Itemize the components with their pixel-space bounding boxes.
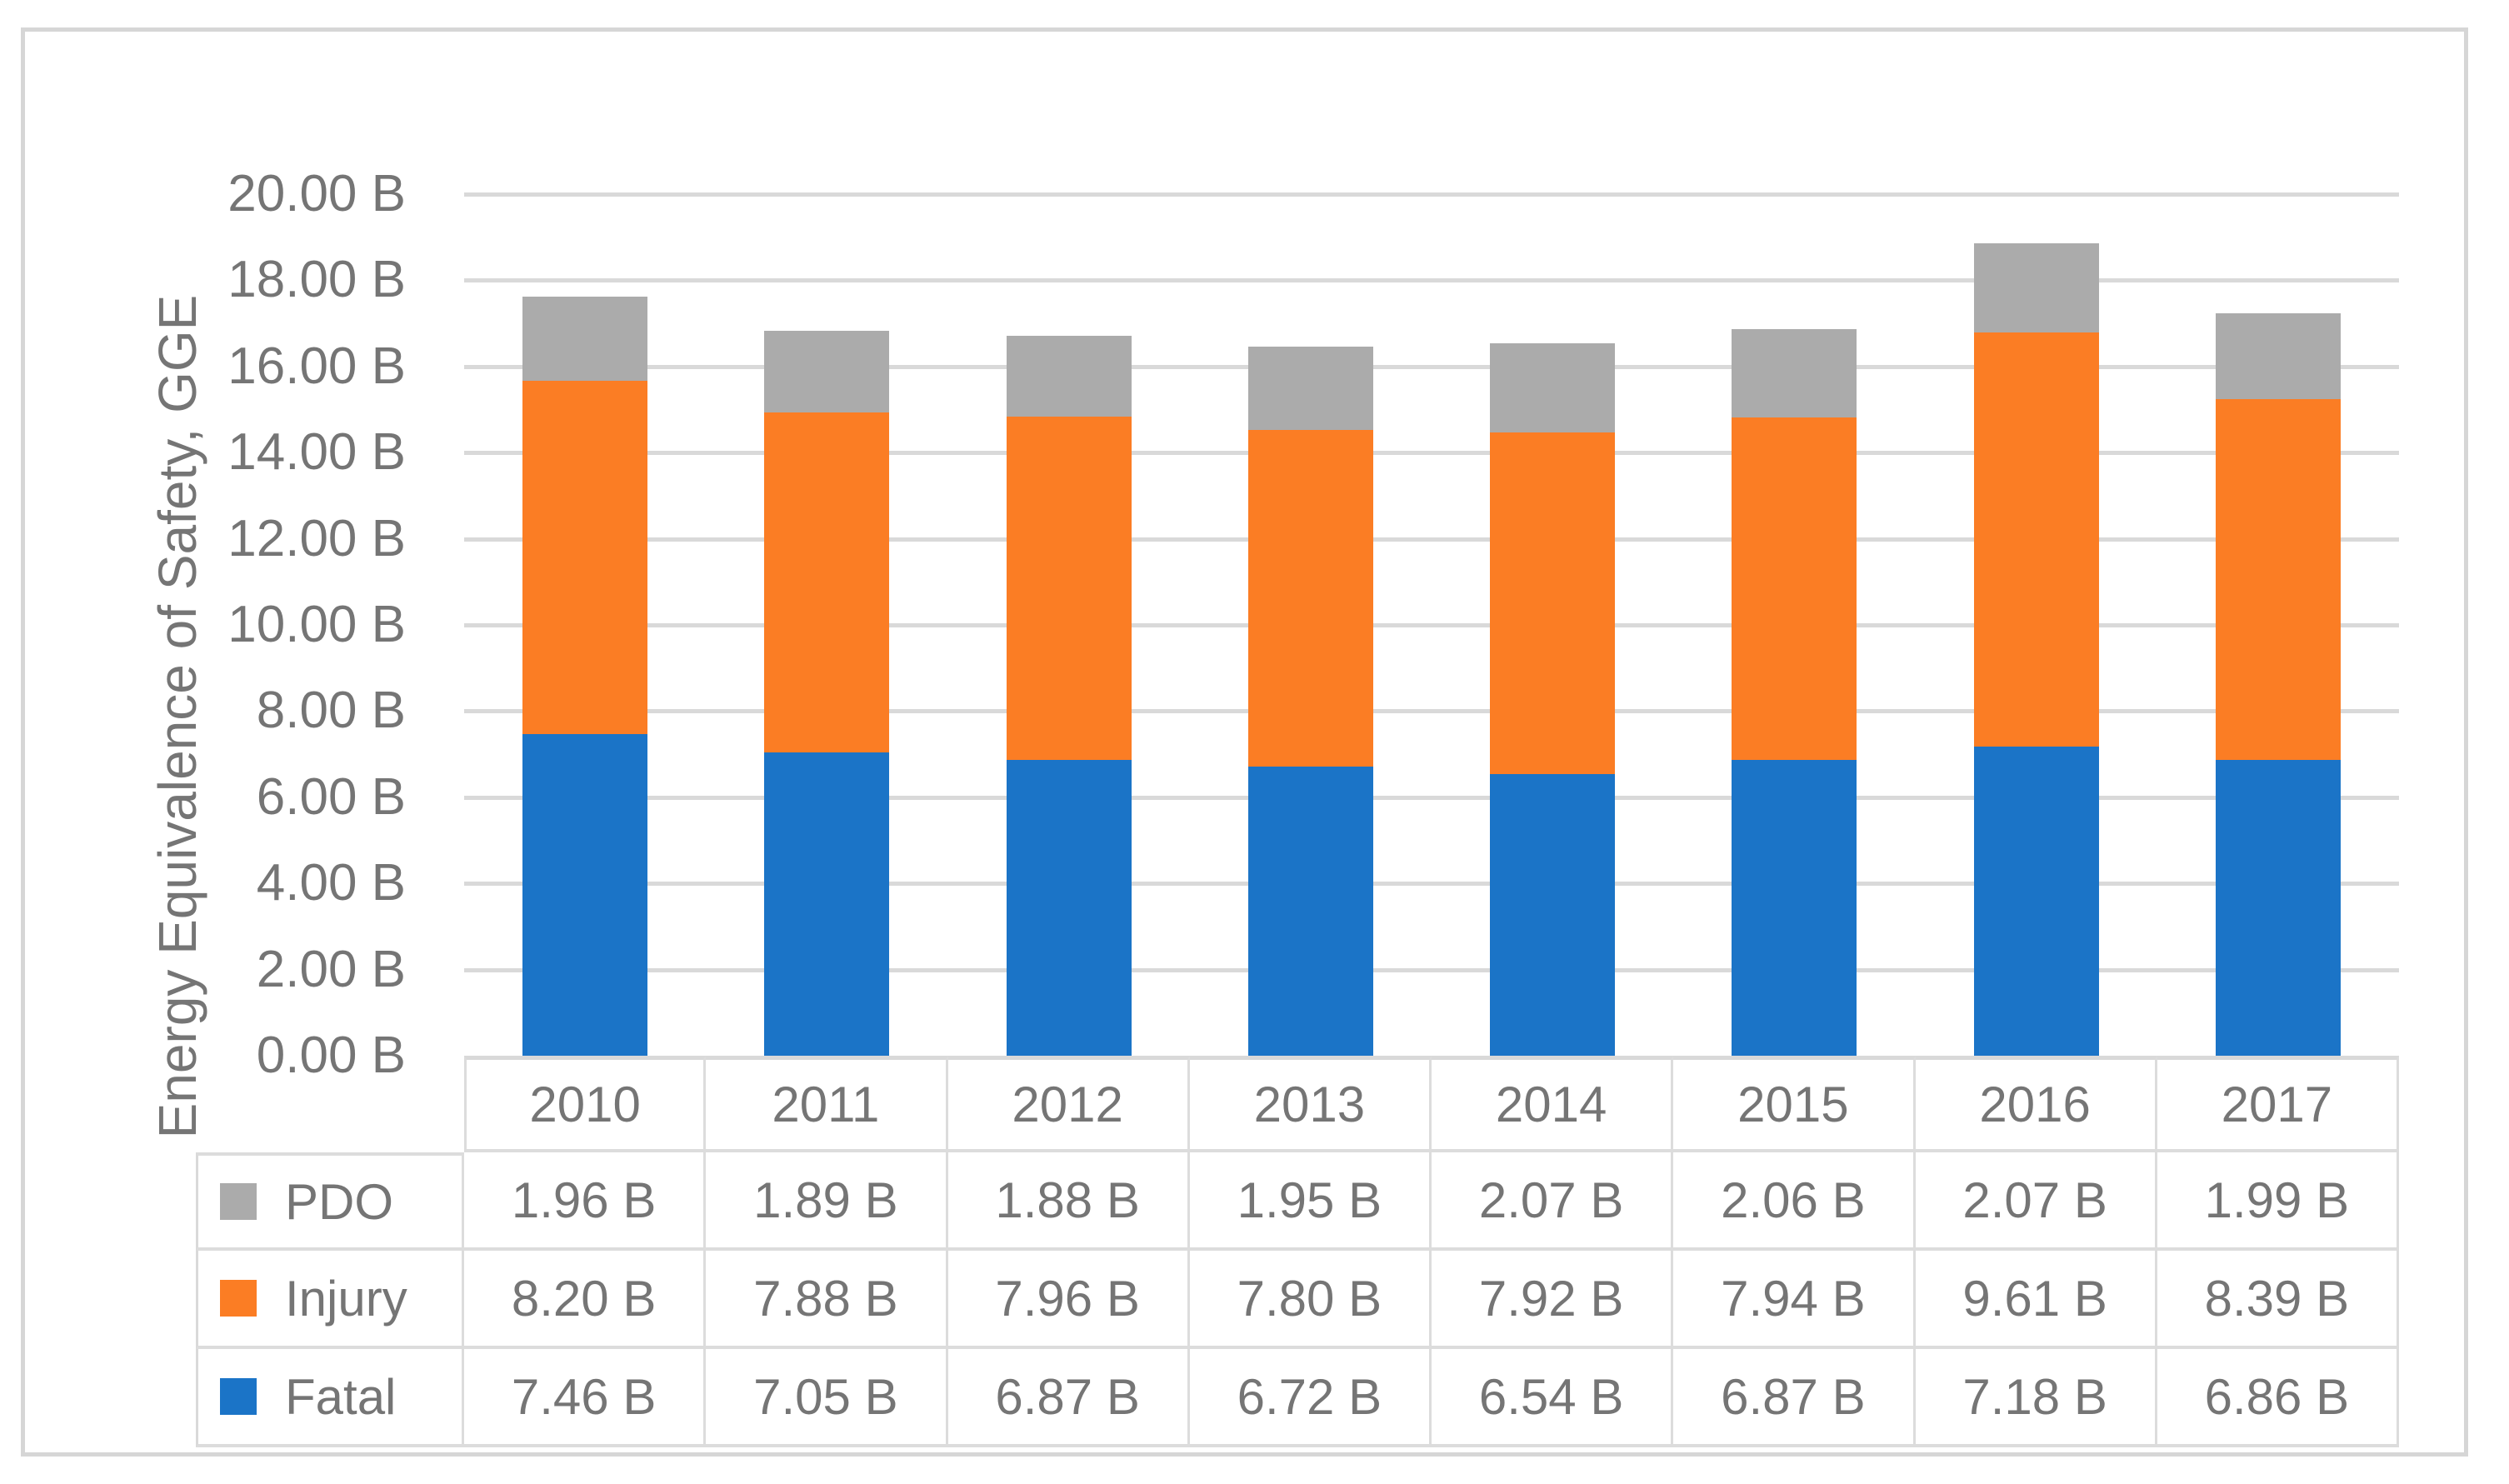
value-cell-pdo-2012: 1.88 B [947, 1152, 1190, 1251]
bar-segment-fatal-2010 [522, 734, 648, 1056]
gridline [464, 967, 2399, 972]
bar-segment-fatal-2014 [1490, 773, 1616, 1056]
year-header-2011: 2011 [706, 1056, 948, 1152]
value-cell-injury-2012: 7.96 B [947, 1251, 1190, 1349]
chart-frame: Energy Equivalence of Safety, GGE 20.00 … [21, 27, 2468, 1457]
bar-segment-pdo-2014 [1490, 343, 1616, 433]
gridline [464, 709, 2399, 714]
bar-segment-fatal-2017 [2215, 760, 2341, 1056]
value-cell-fatal-2015: 6.87 B [1673, 1349, 1916, 1447]
bar-segment-injury-2017 [2215, 398, 2341, 761]
bar-segment-fatal-2012 [1006, 759, 1132, 1056]
value-cell-pdo-2016: 2.07 B [1915, 1152, 2157, 1251]
bar-segment-fatal-2015 [1732, 759, 1857, 1056]
gridline [464, 795, 2399, 800]
year-header-2013: 2013 [1189, 1056, 1432, 1152]
year-header-2016: 2016 [1915, 1056, 2157, 1152]
bar-segment-fatal-2013 [1247, 766, 1373, 1056]
gridline [464, 364, 2399, 369]
y-tick-label: 20.00 B [227, 165, 406, 222]
y-tick-label: 8.00 B [256, 682, 406, 740]
value-cell-injury-2016: 9.61 B [1915, 1251, 2157, 1349]
year-header-2012: 2012 [947, 1056, 1190, 1152]
value-cell-injury-2011: 7.88 B [706, 1251, 948, 1349]
value-cell-pdo-2010: 1.96 B [464, 1152, 707, 1251]
table-header-row: 2010 2011 2012 2013 2014 2015 2016 2017 [464, 1056, 2399, 1152]
value-cell-injury-2017: 8.39 B [2157, 1251, 2399, 1349]
value-cell-fatal-2017: 6.86 B [2157, 1349, 2399, 1447]
value-cell-pdo-2013: 1.95 B [1189, 1152, 1432, 1251]
bar-segment-injury-2010 [522, 381, 648, 735]
gridline [464, 882, 2399, 887]
legend-item-fatal: Fatal [196, 1349, 464, 1447]
gridline [464, 278, 2399, 283]
bar-segment-pdo-2013 [1247, 346, 1373, 431]
y-tick-label: 0.00 B [256, 1027, 406, 1084]
table-row-injury: Injury 8.20 B 7.88 B 7.96 B 7.80 B 7.92 B 7.94… [196, 1251, 2399, 1349]
y-tick-label: 10.00 B [227, 596, 406, 653]
legend-label: Injury [285, 1270, 407, 1327]
year-header-2015: 2015 [1673, 1056, 1916, 1152]
legend-item-pdo: PDO [196, 1152, 464, 1251]
plot-area [464, 192, 2399, 1056]
value-cell-fatal-2014: 6.54 B [1432, 1349, 1674, 1447]
value-cell-injury-2010: 8.20 B [464, 1251, 707, 1349]
value-cell-injury-2013: 7.80 B [1189, 1251, 1432, 1349]
value-cell-pdo-2017: 1.99 B [2157, 1152, 2399, 1251]
value-cell-fatal-2012: 6.87 B [947, 1349, 1190, 1447]
legend-label: Fatal [285, 1368, 397, 1425]
gridline [464, 623, 2399, 627]
bar-segment-injury-2015 [1732, 417, 1857, 760]
value-cell-injury-2015: 7.94 B [1673, 1251, 1916, 1349]
bar-segment-injury-2013 [1247, 430, 1373, 767]
value-cell-pdo-2015: 2.06 B [1673, 1152, 1916, 1251]
year-header-2017: 2017 [2157, 1056, 2399, 1152]
bar-segment-injury-2012 [1006, 417, 1132, 760]
bar-segment-injury-2016 [1973, 332, 2099, 747]
legend-label: PDO [285, 1173, 394, 1230]
year-header-2010: 2010 [464, 1056, 707, 1152]
gridline [464, 192, 2399, 197]
y-tick-label: 16.00 B [227, 337, 406, 395]
bar-segment-fatal-2011 [764, 752, 890, 1056]
bar-segment-pdo-2012 [1006, 336, 1132, 417]
bar-segment-pdo-2017 [2215, 312, 2341, 399]
bar-segment-pdo-2011 [764, 331, 890, 413]
legend-swatch-injury [220, 1280, 257, 1317]
value-cell-fatal-2013: 6.72 B [1189, 1349, 1432, 1447]
value-cell-pdo-2014: 2.07 B [1432, 1152, 1674, 1251]
value-cell-fatal-2011: 7.05 B [706, 1349, 948, 1447]
y-tick-label: 18.00 B [227, 251, 406, 309]
gridline [464, 537, 2399, 542]
value-cell-fatal-2016: 7.18 B [1915, 1349, 2157, 1447]
y-tick-label: 14.00 B [227, 423, 406, 482]
y-tick-label: 4.00 B [256, 854, 406, 912]
value-cell-injury-2014: 7.92 B [1432, 1251, 1674, 1349]
table-row-fatal: Fatal 7.46 B 7.05 B 6.87 B 6.72 B 6.54 B 6.87 … [196, 1349, 2399, 1447]
y-tick-label: 6.00 B [256, 767, 406, 826]
gridline [464, 451, 2399, 456]
value-cell-pdo-2011: 1.89 B [706, 1152, 948, 1251]
legend-swatch-fatal [220, 1378, 257, 1415]
bar-segment-pdo-2010 [522, 297, 648, 382]
y-tick-label: 12.00 B [227, 509, 406, 567]
year-header-2014: 2014 [1432, 1056, 1674, 1152]
bar-segment-pdo-2015 [1732, 328, 1857, 418]
bar-segment-injury-2014 [1490, 432, 1616, 774]
value-cell-fatal-2010: 7.46 B [464, 1349, 707, 1447]
bar-segment-fatal-2016 [1973, 746, 2099, 1056]
bar-segment-pdo-2016 [1973, 242, 2099, 332]
y-tick-label: 2.00 B [256, 940, 406, 998]
legend-item-injury: Injury [196, 1251, 464, 1349]
legend-swatch-pdo [220, 1183, 257, 1220]
bar-segment-injury-2011 [764, 412, 890, 752]
